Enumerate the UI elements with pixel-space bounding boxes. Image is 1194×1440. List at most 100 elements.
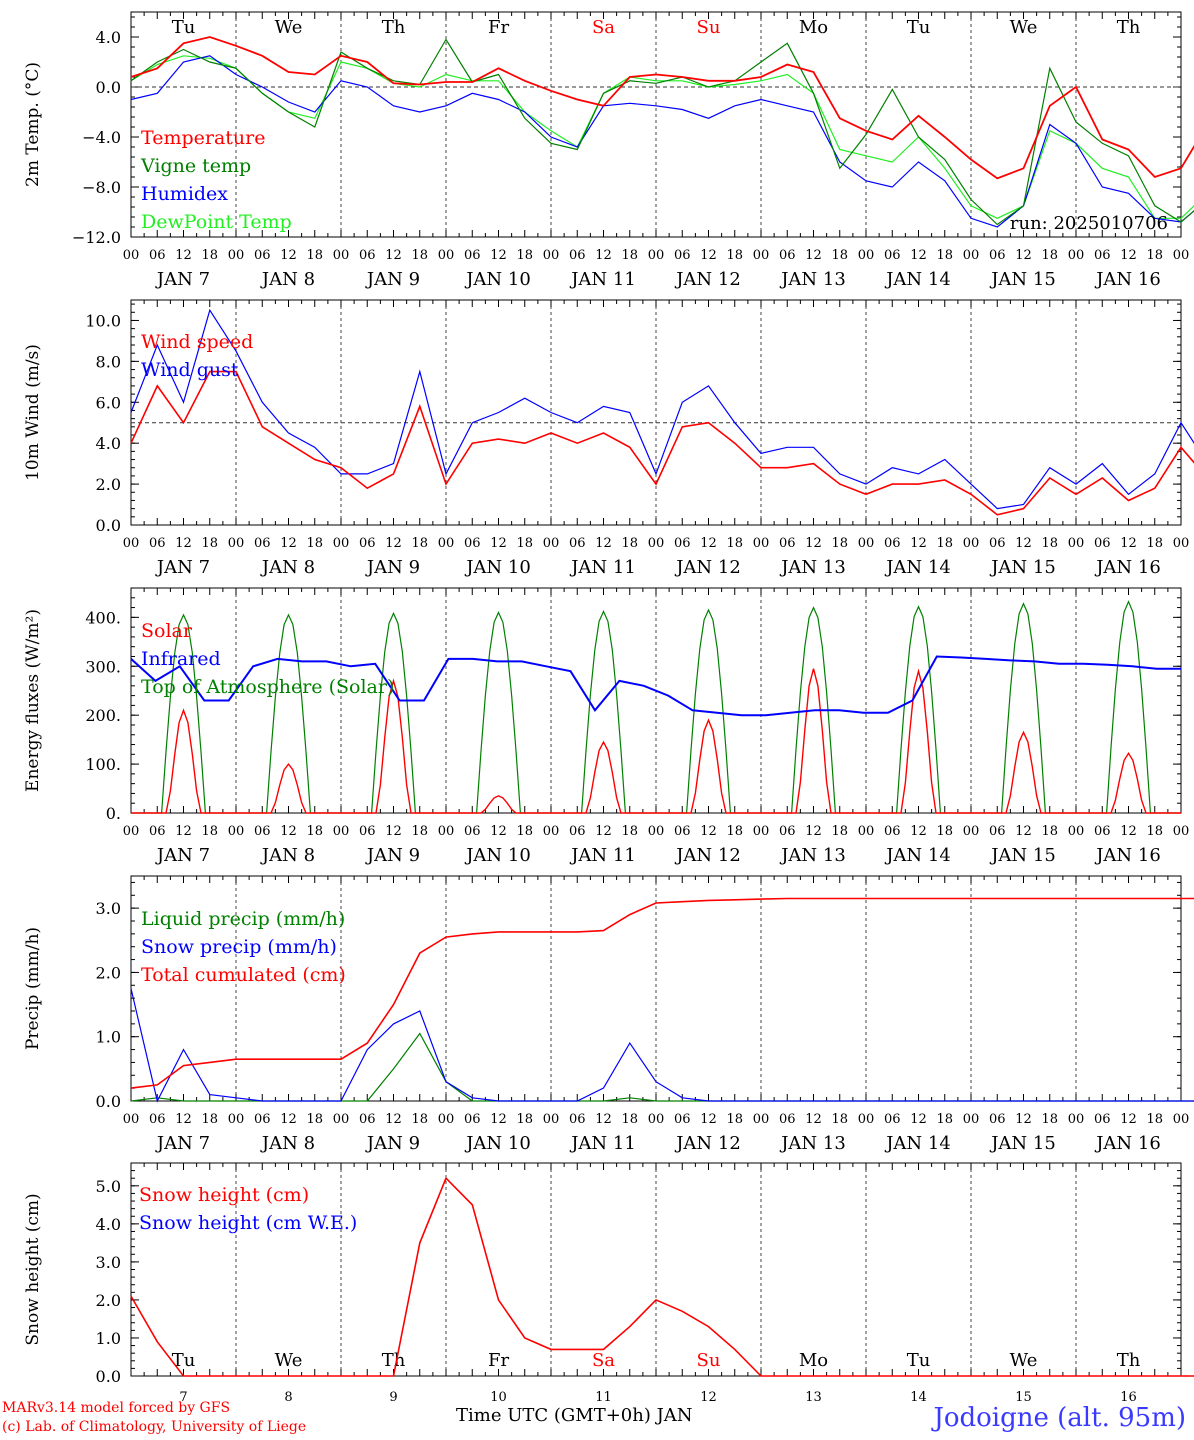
legend-entry: DewPoint Temp <box>141 211 292 233</box>
hour-label: 12 <box>280 1112 297 1127</box>
hour-label: 18 <box>201 248 218 263</box>
hour-label: 00 <box>438 248 455 263</box>
day-name-label: Th <box>382 1350 406 1371</box>
day-number-label: 16 <box>1120 1390 1137 1405</box>
hour-label: 12 <box>910 248 927 263</box>
day-name-label: Tu <box>172 17 196 38</box>
hour-label: 00 <box>753 1112 770 1127</box>
hour-label: 06 <box>149 536 166 551</box>
hour-label: 00 <box>333 824 350 839</box>
day-number-label: 7 <box>179 1390 187 1405</box>
hour-label: 06 <box>779 248 796 263</box>
hour-label: 18 <box>516 536 533 551</box>
hour-label: 18 <box>306 248 323 263</box>
hour-label: 18 <box>201 1112 218 1127</box>
hour-label: 18 <box>1041 248 1058 263</box>
date-label: JAN 15 <box>989 845 1056 866</box>
hour-label: 12 <box>595 536 612 551</box>
hour-label: 06 <box>1094 824 1111 839</box>
hour-label: 12 <box>280 536 297 551</box>
day-number-label: 13 <box>805 1390 822 1405</box>
hour-label: 06 <box>254 824 271 839</box>
hour-label: 18 <box>516 1112 533 1127</box>
hour-label: 00 <box>858 536 875 551</box>
y-tick-label: −12.0 <box>72 228 121 247</box>
hour-label: 00 <box>858 1112 875 1127</box>
hour-label: 18 <box>936 1112 953 1127</box>
hour-label: 18 <box>1146 536 1163 551</box>
y-axis-label: Energy fluxes (W/m²) <box>23 609 43 792</box>
hour-label: 00 <box>228 536 245 551</box>
hour-label: 06 <box>1094 248 1111 263</box>
hour-label: 06 <box>569 536 586 551</box>
y-tick-label: 4.0 <box>96 434 121 453</box>
y-tick-label: 0.0 <box>96 516 121 535</box>
day-name-label: Mo <box>799 17 828 38</box>
date-label: JAN 8 <box>260 269 315 290</box>
hour-label: 18 <box>1041 824 1058 839</box>
day-name-label: Tu <box>907 17 931 38</box>
hour-label: 18 <box>201 824 218 839</box>
date-label: JAN 16 <box>1094 557 1161 578</box>
date-label: JAN 12 <box>674 1133 741 1154</box>
date-label: JAN 13 <box>779 845 846 866</box>
legend-entry: Wind speed <box>141 331 253 353</box>
snow-height-line <box>130 1176 1194 1377</box>
hour-label: 18 <box>411 1112 428 1127</box>
hour-label: 18 <box>411 824 428 839</box>
date-label: JAN 13 <box>779 557 846 578</box>
hour-label: 06 <box>254 1112 271 1127</box>
hour-label: 12 <box>385 536 402 551</box>
hour-label: 00 <box>228 824 245 839</box>
hour-label: 12 <box>595 248 612 263</box>
hour-label: 00 <box>543 824 560 839</box>
date-label: JAN 11 <box>569 845 636 866</box>
hour-label: 18 <box>621 1112 638 1127</box>
y-tick-label: −4.0 <box>82 128 121 147</box>
y-tick-label: 2.0 <box>96 475 121 494</box>
hour-label: 00 <box>123 248 140 263</box>
hour-label: 12 <box>700 1112 717 1127</box>
hour-label: 18 <box>726 536 743 551</box>
date-label: JAN 7 <box>155 845 210 866</box>
day-name-label: Sa <box>592 1350 615 1371</box>
y-tick-label: 100. <box>85 755 121 774</box>
hour-label: 06 <box>674 536 691 551</box>
date-label: JAN 7 <box>155 557 210 578</box>
hour-label: 06 <box>464 824 481 839</box>
date-label: JAN 13 <box>779 269 846 290</box>
hour-label: 00 <box>438 536 455 551</box>
day-number-label: 14 <box>910 1390 927 1405</box>
day-name-label: Mo <box>799 1350 828 1371</box>
date-label: JAN 9 <box>365 845 420 866</box>
hour-label: 00 <box>858 824 875 839</box>
hour-label: 00 <box>123 824 140 839</box>
day-name-label: Th <box>1117 17 1141 38</box>
day-name-label: Fr <box>488 17 509 38</box>
hour-label: 06 <box>884 536 901 551</box>
y-tick-label: 0.0 <box>96 78 121 97</box>
day-number-label: 9 <box>389 1390 397 1405</box>
hour-label: 12 <box>805 824 822 839</box>
day-name-label: Su <box>697 1350 721 1371</box>
y-tick-label: 0.0 <box>96 1092 121 1111</box>
date-label: JAN 9 <box>365 557 420 578</box>
hour-label: 00 <box>1068 1112 1085 1127</box>
date-label: JAN 10 <box>464 1133 531 1154</box>
hour-label: 00 <box>123 1112 140 1127</box>
hour-label: 06 <box>989 824 1006 839</box>
hour-label: 18 <box>1146 248 1163 263</box>
date-label: JAN 12 <box>674 269 741 290</box>
date-label: JAN 14 <box>884 557 951 578</box>
date-label: JAN 9 <box>365 1133 420 1154</box>
hour-label: 12 <box>490 536 507 551</box>
liquid-precip-line <box>130 1032 1194 1102</box>
y-tick-label: 1.0 <box>96 1028 121 1047</box>
date-label: JAN 10 <box>464 557 531 578</box>
hour-label: 18 <box>306 536 323 551</box>
hour-label: 00 <box>648 248 665 263</box>
hour-label: 18 <box>936 536 953 551</box>
legend-entry: Top of Atmosphere (Solar) <box>141 676 394 698</box>
hour-label: 12 <box>490 1112 507 1127</box>
hour-label: 12 <box>385 1112 402 1127</box>
